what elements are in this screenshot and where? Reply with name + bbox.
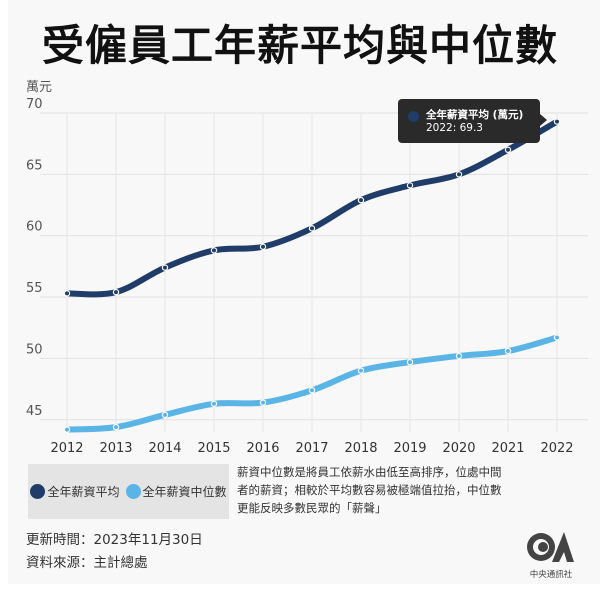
y-axis-unit: 萬元 xyxy=(26,80,53,95)
data-point xyxy=(553,118,561,125)
y-tick-label: 50 xyxy=(26,342,43,357)
cna-logo: 中央通訊社 xyxy=(526,530,576,580)
data-source: 資料來源：主計總處 xyxy=(26,555,148,571)
legend-item-mean[interactable]: 全年薪資平均 xyxy=(30,483,120,500)
data-point xyxy=(112,288,120,296)
update-time: 更新時間：2023年11月30日 xyxy=(26,532,203,548)
data-point xyxy=(308,387,316,394)
y-tick-label: 70 xyxy=(26,97,43,112)
data-point xyxy=(259,399,267,406)
cna-logo-icon xyxy=(527,532,574,562)
data-point xyxy=(455,352,463,360)
x-tick-label: 2013 xyxy=(99,441,132,456)
legend-item-median[interactable]: 全年薪資中位數 xyxy=(125,483,227,500)
data-point xyxy=(112,423,120,431)
data-point xyxy=(406,358,414,366)
page-title: 受僱員工年薪平均與中位數 xyxy=(41,21,558,70)
x-tick-label: 2012 xyxy=(50,441,83,456)
data-point xyxy=(406,182,414,189)
x-tick-label: 2022 xyxy=(540,441,573,456)
legend-dot-icon xyxy=(30,484,46,499)
data-point xyxy=(161,411,169,419)
x-tick-label: 2019 xyxy=(393,441,426,456)
data-point xyxy=(210,400,218,407)
chart-tooltip: 全年薪資平均 (萬元) 2022: 69.3 xyxy=(398,99,547,143)
x-tick-label: 2015 xyxy=(197,441,230,456)
data-point xyxy=(63,426,71,433)
data-point xyxy=(504,347,512,355)
y-tick-label: 60 xyxy=(26,220,43,235)
legend-label: 全年薪資平均 xyxy=(47,485,120,499)
chart-legend: 全年薪資平均 全年薪資中位數 xyxy=(28,464,229,519)
data-point xyxy=(63,290,71,297)
x-tick-label: 2018 xyxy=(344,441,377,456)
data-point xyxy=(357,367,365,374)
data-point xyxy=(455,171,463,178)
tooltip-series: 全年薪資平均 (萬元) xyxy=(426,109,524,121)
tooltip-series-dot xyxy=(408,111,419,122)
y-tick-label: 45 xyxy=(26,404,43,419)
data-point xyxy=(504,146,512,154)
data-point xyxy=(210,247,218,254)
data-point xyxy=(553,334,561,341)
data-point xyxy=(161,264,169,271)
y-tick-label: 65 xyxy=(26,158,43,173)
logo-caption: 中央通訊社 xyxy=(529,570,573,580)
x-tick-label: 2014 xyxy=(148,441,181,456)
legend-dot-icon xyxy=(125,484,141,499)
legend-label: 全年薪資中位數 xyxy=(142,485,227,499)
x-tick-label: 2017 xyxy=(295,441,328,456)
data-point xyxy=(259,243,267,250)
x-tick-label: 2021 xyxy=(491,441,524,456)
x-tick-label: 2020 xyxy=(442,441,475,456)
x-tick-label: 2016 xyxy=(246,441,279,456)
data-point xyxy=(308,225,316,232)
y-tick-label: 55 xyxy=(26,281,43,296)
chart-note: 薪資中位數是將員工依薪水由低至高排序，位處中間者的薪資；相較於平均數容易被極端值… xyxy=(237,465,502,515)
tooltip-value: 2022: 69.3 xyxy=(426,122,483,134)
data-point xyxy=(357,196,365,204)
